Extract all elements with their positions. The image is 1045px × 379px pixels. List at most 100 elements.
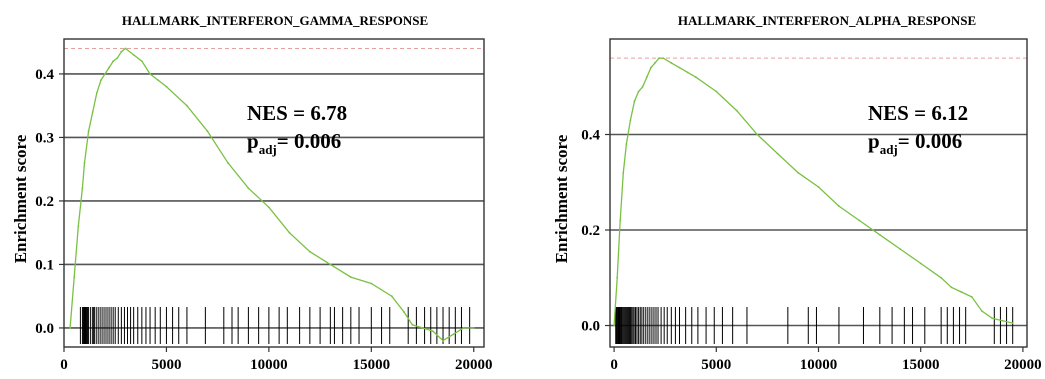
curve-point bbox=[619, 219, 622, 222]
curve-point bbox=[140, 60, 143, 63]
nes-annotation: NES = 6.12 bbox=[868, 101, 968, 125]
curve-point bbox=[132, 53, 135, 56]
chart-title: HALLMARK_INTERFERON_GAMMA_RESPONSE bbox=[122, 13, 428, 28]
plot-frame bbox=[609, 38, 1028, 348]
curve-point bbox=[776, 152, 779, 155]
curve-point bbox=[81, 187, 84, 190]
chart-svg-interferon-alpha: 0.0 0.2 0.4 0 5000 10000 15000 20000 HALLMARK_I… bbox=[552, 13, 1042, 373]
chart-svg-interferon-gamma: 0.0 0.1 0.2 0.3 0.4 0 5000 10000 15000 20000 HALL… bbox=[11, 13, 493, 373]
curve-point bbox=[91, 111, 94, 113]
plot-area: 0.0 0.2 0.4 0 5000 10000 15000 20000 bbox=[581, 38, 1042, 373]
curve-point bbox=[472, 327, 475, 329]
curve-point bbox=[431, 330, 434, 333]
y-tick-label: 0.4 bbox=[581, 128, 600, 144]
curve-point bbox=[797, 171, 799, 174]
curve-point bbox=[116, 57, 119, 59]
y-tick-label: 0.3 bbox=[35, 130, 54, 146]
x-tick-label: 15000 bbox=[902, 357, 940, 373]
curve-point bbox=[99, 79, 102, 82]
curve-point bbox=[149, 73, 151, 75]
curve-point bbox=[919, 262, 922, 265]
curve-point bbox=[370, 282, 373, 285]
padj-annotation: padj= 0.006 bbox=[247, 129, 341, 157]
plot-area: 0.0 0.1 0.2 0.3 0.4 0 5000 10000 15000 20000 bbox=[35, 38, 493, 373]
curve-point bbox=[247, 187, 250, 190]
x-tick-label: 10000 bbox=[800, 357, 838, 373]
curve-point bbox=[186, 104, 188, 107]
curve-point bbox=[838, 205, 840, 208]
curve-point bbox=[165, 85, 168, 88]
annotation-group: NES = 6.78 padj= 0.006 bbox=[247, 101, 347, 157]
padj-annotation: padj= 0.006 bbox=[868, 129, 962, 157]
curve-point bbox=[645, 76, 648, 79]
x-tick-label: 20000 bbox=[1004, 357, 1042, 373]
padj-value: = 0.006 bbox=[898, 129, 962, 153]
curve-point bbox=[670, 61, 673, 64]
curve-point bbox=[69, 327, 72, 329]
curve-point bbox=[817, 186, 820, 188]
curve-point bbox=[970, 295, 973, 298]
curve-point bbox=[329, 263, 332, 266]
curve-point bbox=[421, 327, 424, 329]
curve-point bbox=[73, 276, 76, 279]
curve-point bbox=[960, 291, 963, 293]
curve-point bbox=[950, 286, 953, 289]
curve-point bbox=[641, 85, 644, 88]
curve-point bbox=[157, 79, 160, 82]
curve-point bbox=[662, 57, 665, 60]
curve-point bbox=[735, 109, 738, 112]
curve-point bbox=[756, 133, 759, 136]
x-tick-label: 10000 bbox=[250, 357, 288, 373]
y-tick-label: 0.1 bbox=[35, 257, 54, 273]
curve-point bbox=[658, 57, 660, 60]
nes-annotation: NES = 6.78 bbox=[247, 101, 347, 125]
curve-point bbox=[267, 206, 270, 209]
curve-point bbox=[625, 143, 628, 145]
curve-point bbox=[77, 225, 80, 228]
curve-point bbox=[87, 130, 90, 132]
annotation-group: NES = 6.12 padj= 0.006 bbox=[868, 101, 968, 157]
y-tick-label: 0.2 bbox=[35, 194, 54, 210]
x-tick-label: 0 bbox=[610, 357, 618, 373]
curve-point bbox=[991, 317, 994, 320]
curve-point bbox=[678, 66, 681, 69]
curve-point bbox=[112, 60, 115, 63]
curve-point bbox=[83, 161, 86, 164]
curve-point bbox=[633, 100, 636, 102]
curve-point bbox=[120, 50, 123, 53]
curve-point bbox=[452, 333, 455, 336]
curve-point bbox=[629, 119, 632, 122]
curve-point bbox=[349, 276, 352, 279]
curve-point bbox=[686, 71, 689, 74]
x-tick-label: 15000 bbox=[353, 357, 391, 373]
x-tick-label: 5000 bbox=[701, 357, 731, 373]
curve-point bbox=[637, 90, 640, 93]
curve-point bbox=[403, 311, 405, 313]
y-axis-label: Enrichment score bbox=[552, 134, 571, 263]
curve-point bbox=[390, 295, 393, 298]
padj-p: p bbox=[868, 129, 880, 153]
curve-point bbox=[411, 323, 414, 326]
padj-subscript: adj bbox=[259, 142, 277, 157]
y-tick-label: 0.4 bbox=[35, 67, 54, 83]
enrichment-curve bbox=[69, 47, 474, 342]
curve-point bbox=[1001, 319, 1004, 322]
plot-frame bbox=[63, 38, 485, 348]
curve-point bbox=[649, 66, 652, 69]
chart-panel-interferon-gamma: 0.0 0.1 0.2 0.3 0.4 0 5000 10000 15000 20000 HALL… bbox=[0, 0, 520, 379]
x-tick-label: 0 bbox=[60, 357, 68, 373]
y-tick-label: 0.0 bbox=[581, 319, 600, 335]
curve-point bbox=[308, 250, 311, 253]
curve-point bbox=[899, 248, 902, 251]
curve-point bbox=[95, 92, 98, 94]
curve-point bbox=[622, 171, 625, 174]
y-axis-label: Enrichment score bbox=[11, 134, 30, 263]
chart-title: HALLMARK_INTERFERON_ALPHA_RESPONSE bbox=[678, 13, 976, 28]
chart-panel-interferon-alpha: 0.0 0.2 0.4 0 5000 10000 15000 20000 HALLMARK_I… bbox=[525, 0, 1045, 379]
curve-point bbox=[104, 73, 106, 75]
curve-point bbox=[1011, 322, 1014, 325]
curve-point bbox=[108, 66, 110, 69]
curve-point bbox=[206, 130, 209, 132]
curve-point bbox=[462, 327, 465, 329]
curve-point bbox=[288, 231, 291, 234]
